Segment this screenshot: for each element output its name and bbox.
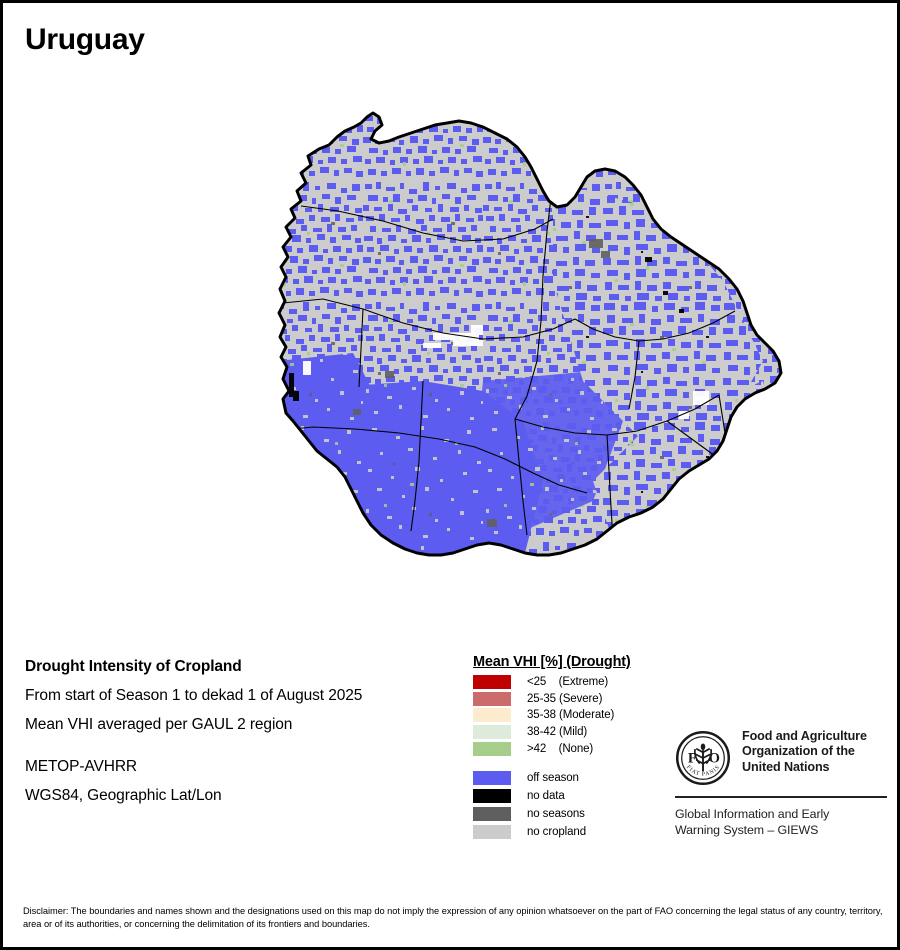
fao-org-line-1: Food and Agriculture (742, 729, 867, 743)
info-spacer (25, 745, 465, 758)
legend-label-extreme: <25 (Extreme) (527, 676, 609, 689)
legend-item-no-seasons[interactable]: no seasons (473, 805, 683, 823)
legend-swatch-no-data (473, 788, 511, 803)
page-title: Uruguay (25, 23, 145, 56)
map-raster-layer (279, 113, 781, 555)
legend-label-no-seasons: no seasons (527, 807, 585, 820)
fao-logo-letter-f: F (688, 750, 697, 766)
legend-spacer (473, 757, 683, 769)
legend-item-severe[interactable]: 25-35 (Severe) (473, 691, 683, 708)
legend-swatch-extreme (473, 675, 511, 690)
info-aggregation: Mean VHI averaged per GAUL 2 region (25, 716, 293, 733)
legend-swatch-no-cropland (473, 824, 511, 839)
info-heading: Drought Intensity of Cropland (25, 658, 242, 675)
legend-item-no-cropland[interactable]: no cropland (473, 823, 683, 841)
disclaimer-text: Disclaimer: The boundaries and names sho… (23, 906, 883, 929)
fao-org-line-3: United Nations (742, 759, 830, 774)
fao-logo-letter-o: O (709, 750, 720, 766)
fao-org-line-2: Organization of the (742, 744, 855, 759)
map-canvas[interactable] (123, 61, 783, 631)
fao-organization-name: Food and Agriculture Organization of the… (742, 729, 867, 775)
legend-swatch-off-season (473, 770, 511, 785)
legend-title: Mean VHI [%] (Drought) (473, 654, 631, 670)
country-outline (277, 111, 783, 557)
fao-unit-line-2: Warning System – GIEWS (675, 822, 819, 837)
legend-item-no-data[interactable]: no data (473, 787, 683, 805)
fao-emblem-icon: F O FIAT PANIS (675, 730, 731, 786)
legend-label-moderate: 35-38 (Moderate) (527, 709, 615, 722)
legend-label-severe: 25-35 (Severe) (527, 692, 603, 705)
legend-swatch-no-seasons (473, 806, 511, 821)
legend-label-no-data: no data (527, 789, 565, 802)
legend-label-no-cropland: no cropland (527, 825, 586, 838)
legend-swatch-none (473, 741, 511, 756)
fao-divider (675, 796, 887, 798)
map-info-block: Drought Intensity of Cropland From start… (25, 658, 465, 816)
legend-item-mild[interactable]: 38-42 (Mild) (473, 724, 683, 741)
uruguay-map-svg[interactable] (123, 61, 783, 631)
map-legend: Mean VHI [%] (Drought) <25 (Extreme) 25-… (473, 654, 683, 841)
fao-unit-name: Global Information and Early Warning Sys… (675, 807, 887, 838)
legend-item-off-season[interactable]: off season (473, 769, 683, 787)
legend-item-extreme[interactable]: <25 (Extreme) (473, 674, 683, 691)
info-projection: WGS84, Geographic Lat/Lon (25, 787, 222, 804)
legend-item-moderate[interactable]: 35-38 (Moderate) (473, 707, 683, 724)
legend-swatch-mild (473, 725, 511, 740)
info-sensor: METOP-AVHRR (25, 758, 138, 775)
legend-label-mild: 38-42 (Mild) (527, 726, 588, 739)
legend-swatch-severe (473, 691, 511, 706)
info-period: From start of Season 1 to dekad 1 of Aug… (25, 687, 363, 704)
legend-label-off-season: off season (527, 771, 579, 784)
legend-swatch-moderate (473, 708, 511, 723)
legend-label-none: >42 (None) (527, 742, 594, 755)
fao-unit-line-1: Global Information and Early (675, 807, 830, 821)
fao-branding-block: F O FIAT PANIS Food and Agriculture Orga… (675, 729, 887, 838)
legend-item-none[interactable]: >42 (None) (473, 740, 683, 757)
